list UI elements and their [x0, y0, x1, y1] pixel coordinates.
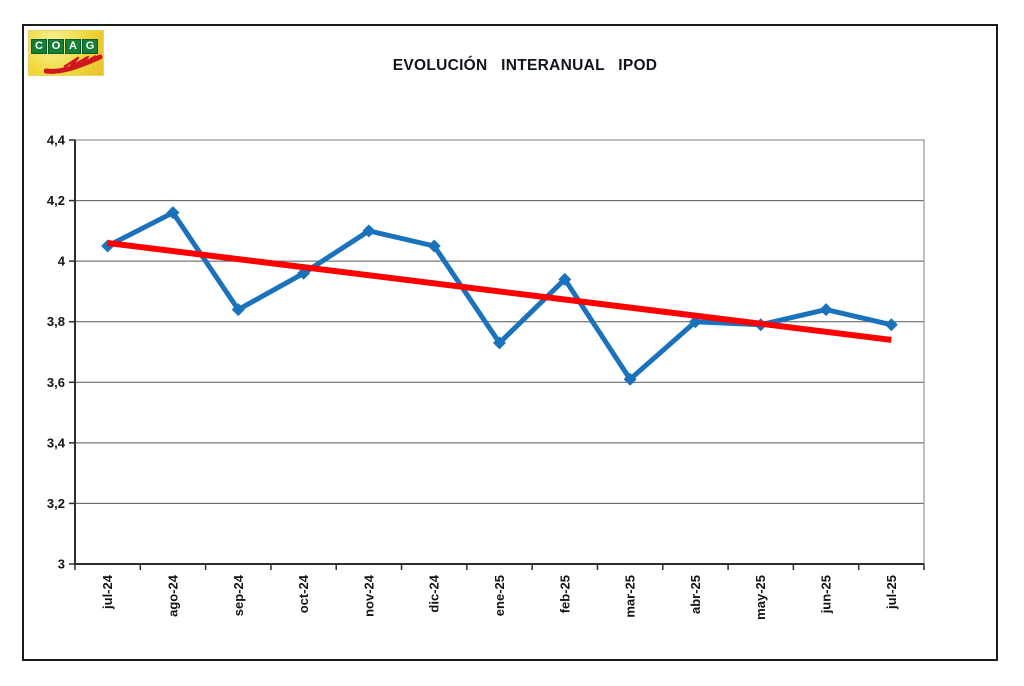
svg-text:jul-25: jul-25: [884, 575, 899, 610]
svg-text:3,2: 3,2: [47, 496, 65, 511]
svg-text:4: 4: [58, 254, 66, 269]
svg-text:3,8: 3,8: [47, 314, 65, 329]
svg-text:abr-25: abr-25: [688, 575, 703, 614]
coag-swoosh-icon: [44, 54, 103, 74]
svg-text:jul-24: jul-24: [100, 574, 115, 610]
logo-letter: A: [65, 39, 81, 54]
svg-text:feb-25: feb-25: [557, 575, 572, 613]
svg-text:mar-25: mar-25: [623, 575, 638, 618]
svg-text:jun-25: jun-25: [819, 575, 834, 614]
svg-text:4,4: 4,4: [47, 133, 66, 148]
svg-text:sep-24: sep-24: [231, 574, 246, 616]
logo-letter-tiles: C O A G: [31, 39, 98, 54]
svg-text:ene-25: ene-25: [492, 575, 507, 616]
logo-letter: G: [82, 39, 98, 54]
coag-logo: C O A G: [28, 30, 104, 76]
svg-text:3,4: 3,4: [47, 435, 66, 450]
logo-letter: C: [31, 39, 47, 54]
logo-letter: O: [48, 39, 64, 54]
svg-text:dic-24: dic-24: [427, 574, 442, 612]
svg-text:nov-24: nov-24: [361, 574, 376, 617]
svg-text:3: 3: [58, 557, 65, 572]
chart-title: EVOLUCIÓN INTERANUAL IPOD: [392, 57, 658, 74]
svg-text:may-25: may-25: [753, 575, 768, 620]
svg-text:4,2: 4,2: [47, 193, 65, 208]
svg-text:ago-24: ago-24: [165, 574, 180, 617]
svg-text:oct-24: oct-24: [296, 574, 311, 613]
figure-border: [22, 24, 998, 661]
svg-text:3,6: 3,6: [47, 375, 65, 390]
